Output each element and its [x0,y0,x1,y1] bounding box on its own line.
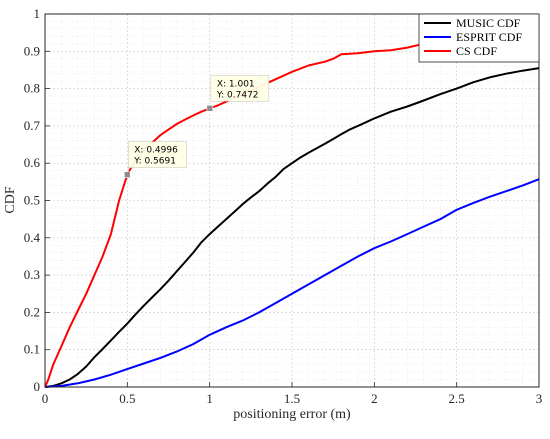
datatip-x-text-0: X: 0.4996 [134,146,178,156]
datatip-box-0 [128,141,187,168]
x-tick-label: 0 [42,391,49,406]
y-tick-label: 0.7 [24,118,41,133]
y-tick-label: 0.8 [24,81,40,96]
x-tick-label: 0.5 [119,391,135,406]
datatip-marker-1 [206,104,214,112]
series-layer [44,39,540,388]
x-tick-label: 3 [536,391,543,406]
y-tick-label: 0.5 [24,193,40,208]
datatip-x-text-1: X: 1.001 [217,79,255,89]
series-line-2 [44,39,449,388]
tick-layer: 0 0.5 1 1.5 2 2.5 3 0 0.1 0.2 0.3 0.4 0.5 0.6 0.7 0.8 0.… [24,6,543,406]
datatip-marker-0 [123,171,131,179]
x-axis-label: positioning error (m) [233,407,351,422]
x-tick-label: 1.5 [284,391,300,406]
legend-label-0: MUSIC CDF [456,16,521,30]
x-tick-label: 1 [206,391,213,406]
y-tick-label: 0.3 [24,267,40,282]
x-tick-label: 2.5 [449,391,465,406]
datatip-box-1 [210,75,270,102]
y-tick-label: 0.2 [24,304,40,319]
legend-label-2: CS CDF [456,44,497,58]
y-tick-label: 0 [34,379,41,394]
datatip-y-text-1: Y: 0.7472 [216,90,259,100]
y-axis-label: CDF [3,186,18,213]
x-tick-label: 2 [371,391,378,406]
series-line-0 [44,67,540,388]
y-tick-label: 0.6 [24,155,41,170]
legend-label-1: ESPRIT CDF [456,30,522,44]
y-tick-label: 0.4 [24,230,41,245]
y-tick-label: 0.1 [24,342,40,357]
series-line-1 [44,178,540,388]
y-tick-label: 0.9 [24,43,40,58]
y-tick-label: 1 [34,6,41,21]
datatip-y-text-0: Y: 0.5691 [133,157,176,167]
